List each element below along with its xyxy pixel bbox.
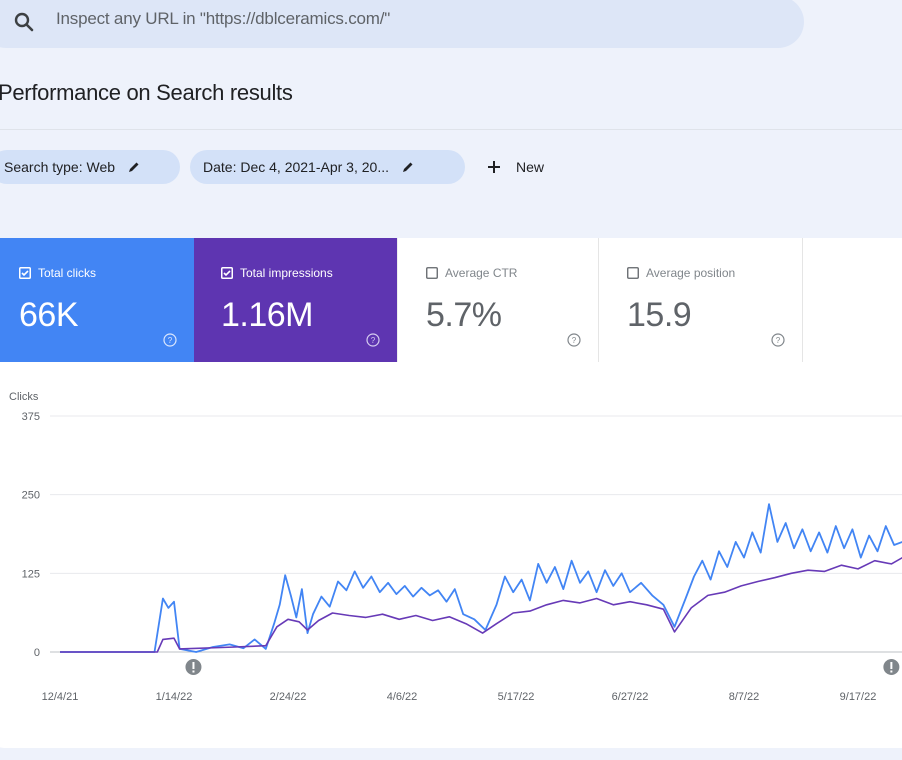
y-tick-label: 375 [22,411,40,423]
help-icon[interactable]: ? [366,333,380,347]
metric-value: 66K [19,296,79,334]
x-tick-label: 5/17/22 [498,691,535,703]
clicks-series-line [60,503,902,653]
checkbox-checked-icon [19,267,31,279]
metric-cards: Total clicks 66K ? Total impressions 1.1… [0,238,902,362]
metric-label: Average CTR [445,266,518,280]
y-tick-label: 250 [22,490,40,502]
plus-icon [488,161,500,173]
metric-value: 1.16M [221,296,314,334]
date-filter-chip[interactable]: Date: Dec 4, 2021-Apr 3, 20... [190,150,465,184]
x-tick-label: 12/4/21 [42,691,79,703]
impressions-series-line [60,556,902,653]
annotation-marker-glyph [890,662,893,669]
checkbox-unchecked-icon [627,267,639,279]
page-title: Performance on Search results [0,80,293,105]
pencil-icon[interactable] [127,160,141,174]
search-icon [14,12,34,32]
metric-card-total-clicks[interactable]: Total clicks 66K ? [0,238,194,362]
checkbox-checked-icon [221,267,233,279]
y-axis-title: Clicks [9,391,39,403]
help-icon[interactable]: ? [567,333,581,347]
svg-text:?: ? [572,336,577,345]
search-bar[interactable]: Inspect any URL in "https://dblceramics.… [0,0,804,48]
metric-card-average-ctr[interactable]: Average CTR 5.7% ? [397,238,599,362]
date-filter-label: Date: Dec 4, 2021-Apr 3, 20... [203,159,389,175]
svg-text:?: ? [776,336,781,345]
checkbox-unchecked-icon [426,267,438,279]
metric-card-total-impressions[interactable]: Total impressions 1.16M ? [194,238,397,362]
chart-panel [0,362,902,748]
search-type-filter-label: Search type: Web [4,159,116,175]
x-tick-label: 9/17/22 [840,691,877,703]
metric-label: Average position [646,266,736,280]
clicks-impressions-chart: 0 125 250 375 12/4/21 1/14/22 2/24/22 4/6/22 5/1… [22,411,902,703]
help-icon[interactable]: ? [771,333,785,347]
metric-value: 5.7% [426,296,502,334]
help-icon[interactable]: ? [163,333,177,347]
search-type-filter-chip[interactable]: Search type: Web [0,150,180,184]
pencil-icon[interactable] [401,160,415,174]
metric-label: Total clicks [38,266,97,280]
new-filter-label: New [516,159,545,175]
svg-text:?: ? [371,336,376,345]
metric-value: 15.9 [627,296,692,334]
y-tick-label: 0 [34,647,40,659]
divider [0,129,902,130]
metric-label: Total impressions [240,266,333,280]
metric-card-average-position[interactable]: Average position 15.9 ? [599,238,803,362]
y-tick-label: 125 [22,568,40,580]
x-tick-label: 8/7/22 [729,691,760,703]
annotation-marker-glyph [890,670,893,673]
new-filter-button[interactable]: New [486,150,544,184]
search-input[interactable]: Inspect any URL in "https://dblceramics.… [56,9,391,28]
svg-text:?: ? [168,336,173,345]
x-tick-label: 6/27/22 [612,691,649,703]
annotation-marker-glyph [192,670,195,673]
annotation-marker-glyph [192,662,195,669]
x-tick-label: 1/14/22 [156,691,193,703]
x-tick-label: 2/24/22 [270,691,307,703]
x-tick-label: 4/6/22 [387,691,418,703]
